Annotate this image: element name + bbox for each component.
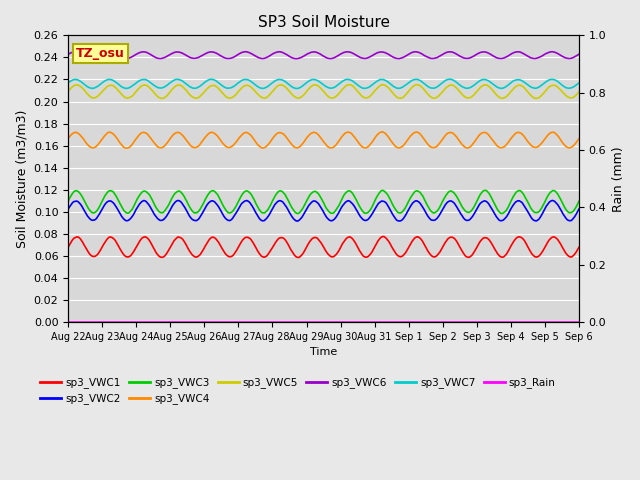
sp3_VWC1: [166, 246, 173, 252]
sp3_VWC4: [515, 130, 523, 135]
sp3_Rain: [575, 319, 583, 325]
sp3_VWC2: [548, 198, 556, 204]
sp3_VWC2: [403, 210, 411, 216]
sp3_VWC3: [470, 205, 477, 211]
sp3_VWC3: [166, 201, 173, 206]
Line: sp3_VWC4: sp3_VWC4: [68, 132, 579, 148]
sp3_VWC7: [166, 81, 173, 86]
sp3_VWC7: [575, 80, 583, 86]
sp3_VWC6: [64, 51, 72, 57]
sp3_VWC3: [575, 198, 583, 204]
sp3_VWC4: [575, 136, 583, 142]
sp3_VWC6: [575, 51, 583, 57]
Line: sp3_VWC2: sp3_VWC2: [68, 201, 579, 221]
sp3_VWC6: [106, 48, 113, 54]
sp3_VWC1: [235, 243, 243, 249]
X-axis label: Time: Time: [310, 348, 337, 358]
sp3_VWC5: [575, 89, 583, 95]
sp3_Rain: [469, 319, 477, 325]
sp3_VWC6: [292, 56, 300, 61]
sp3_VWC3: [64, 198, 72, 204]
sp3_VWC7: [64, 80, 72, 86]
sp3_VWC4: [470, 140, 477, 145]
sp3_VWC2: [515, 198, 522, 204]
sp3_VWC5: [413, 82, 420, 87]
sp3_VWC5: [236, 88, 243, 94]
sp3_VWC4: [124, 145, 131, 151]
sp3_VWC4: [403, 138, 411, 144]
Line: sp3_VWC1: sp3_VWC1: [68, 237, 579, 257]
sp3_VWC2: [470, 212, 477, 218]
sp3_VWC5: [179, 84, 186, 89]
Y-axis label: Rain (mm): Rain (mm): [612, 146, 625, 212]
sp3_VWC3: [403, 202, 411, 208]
sp3_Rain: [235, 319, 243, 325]
Y-axis label: Soil Moisture (m3/m3): Soil Moisture (m3/m3): [15, 109, 28, 248]
Line: sp3_VWC6: sp3_VWC6: [68, 51, 579, 59]
sp3_VWC6: [515, 49, 523, 55]
sp3_Rain: [178, 319, 186, 325]
sp3_VWC1: [403, 247, 411, 253]
sp3_VWC3: [178, 190, 186, 196]
sp3_VWC4: [236, 135, 243, 141]
sp3_VWC6: [236, 51, 243, 57]
Line: sp3_VWC7: sp3_VWC7: [68, 79, 579, 88]
Legend: sp3_VWC1, sp3_VWC2, sp3_VWC3, sp3_VWC4, sp3_VWC5, sp3_VWC6, sp3_VWC7, sp3_Rain: sp3_VWC1, sp3_VWC2, sp3_VWC3, sp3_VWC4, …: [36, 373, 560, 408]
sp3_VWC5: [403, 91, 411, 96]
sp3_VWC3: [235, 197, 243, 203]
sp3_VWC1: [575, 244, 583, 250]
Title: SP3 Soil Moisture: SP3 Soil Moisture: [257, 15, 390, 30]
sp3_VWC2: [64, 206, 72, 212]
sp3_Rain: [64, 319, 72, 325]
sp3_VWC4: [179, 132, 186, 138]
sp3_VWC3: [294, 211, 302, 216]
Line: sp3_VWC5: sp3_VWC5: [68, 84, 579, 98]
sp3_VWC5: [470, 92, 477, 98]
Line: sp3_VWC3: sp3_VWC3: [68, 191, 579, 214]
sp3_Rain: [515, 319, 522, 325]
sp3_VWC4: [166, 136, 173, 142]
sp3_VWC2: [235, 205, 243, 211]
sp3_Rain: [166, 319, 173, 325]
sp3_VWC3: [515, 188, 523, 193]
sp3_VWC1: [470, 250, 477, 255]
sp3_VWC1: [178, 235, 186, 241]
sp3_VWC7: [470, 83, 477, 88]
sp3_VWC5: [64, 88, 72, 94]
sp3_VWC5: [515, 82, 523, 88]
sp3_VWC6: [403, 52, 411, 58]
sp3_VWC5: [157, 96, 165, 101]
sp3_VWC4: [378, 129, 386, 135]
sp3_VWC1: [295, 254, 303, 260]
sp3_VWC2: [575, 206, 583, 212]
sp3_VWC6: [179, 50, 186, 56]
sp3_VWC6: [166, 52, 173, 58]
sp3_VWC7: [235, 80, 243, 85]
sp3_VWC7: [178, 78, 186, 84]
sp3_VWC6: [470, 53, 477, 59]
sp3_VWC2: [178, 200, 186, 206]
sp3_VWC5: [166, 90, 173, 96]
sp3_VWC1: [379, 234, 387, 240]
sp3_VWC2: [294, 218, 301, 224]
sp3_VWC7: [445, 76, 453, 82]
sp3_Rain: [403, 319, 410, 325]
sp3_VWC7: [293, 85, 301, 91]
sp3_VWC7: [403, 81, 411, 87]
sp3_VWC3: [481, 188, 489, 193]
sp3_VWC1: [64, 244, 72, 250]
sp3_VWC1: [515, 234, 523, 240]
sp3_VWC7: [515, 77, 523, 83]
sp3_VWC4: [64, 136, 72, 142]
sp3_VWC2: [166, 209, 173, 215]
Text: TZ_osu: TZ_osu: [76, 47, 125, 60]
